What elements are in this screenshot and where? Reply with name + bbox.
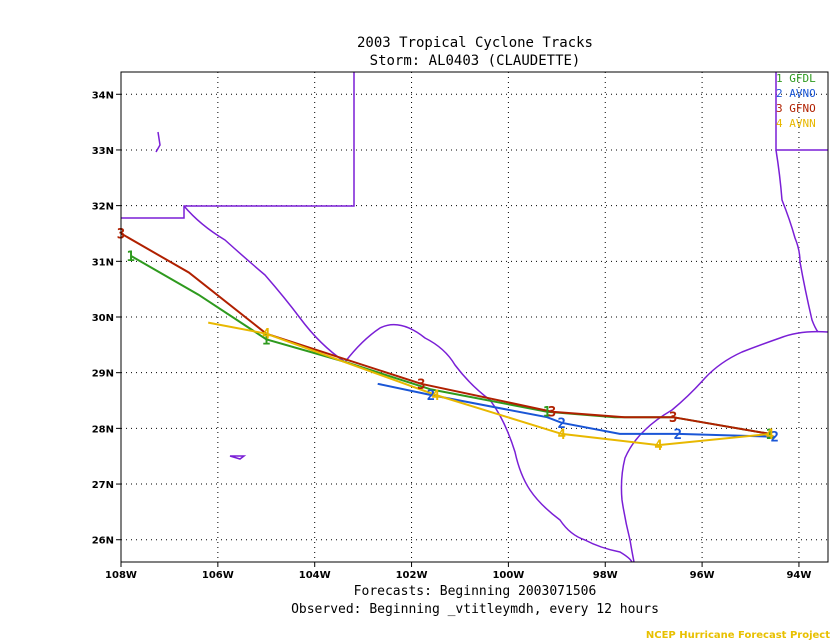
y-tick-label: 33N	[92, 146, 114, 157]
footer-forecasts: Forecasts: Beginning 2003071506	[354, 584, 597, 599]
grid	[120, 72, 828, 562]
map-boundaries	[121, 72, 828, 562]
boundary-island-1	[155, 131, 161, 153]
credit-text: NCEP Hurricane Forecast Project	[646, 630, 830, 641]
track-avnn	[208, 321, 771, 447]
boundary-gulf-coast	[620, 330, 828, 562]
x-tick-label: 108W	[105, 570, 137, 581]
forecast-tracks	[121, 232, 775, 447]
marker-avnn: 4	[766, 427, 774, 443]
marker-gfno: 3	[417, 377, 425, 393]
marker-gfdl: 1	[766, 427, 774, 443]
boundary-sabine-river	[775, 149, 819, 333]
legend-item-avno: 2 AVNO	[776, 87, 816, 100]
x-axis-ticks: 108W 106W 104W 102W 100W 98W 96W 94W	[105, 562, 811, 581]
legend-item-avnn: 4 AVNN	[776, 117, 816, 130]
marker-gfdl: 1	[262, 332, 270, 348]
legend: 1 GFDL 2 AVNO 3 GFNO 4 AVNN	[776, 72, 816, 130]
x-tick-label: 100W	[492, 570, 524, 581]
x-tick-label: 98W	[593, 570, 618, 581]
y-tick-label: 28N	[92, 424, 114, 435]
track-gfno	[121, 232, 771, 435]
y-tick-label: 29N	[92, 369, 114, 380]
track-gfdl	[130, 254, 771, 435]
y-tick-label: 30N	[92, 313, 114, 324]
marker-avnn: 4	[557, 427, 565, 443]
footer-observed: Observed: Beginning _vtitleymdh, every 1…	[291, 602, 659, 617]
marker-gfdl: 1	[126, 249, 134, 265]
legend-item-gfno: 3 GFNO	[776, 102, 816, 115]
chart-title: 2003 Tropical Cyclone Tracks	[357, 35, 593, 51]
x-tick-label: 96W	[690, 570, 715, 581]
track-avno	[377, 382, 775, 438]
x-tick-label: 94W	[786, 570, 811, 581]
marker-avno: 2	[771, 430, 779, 446]
chart-subtitle: Storm: AL0403 (CLAUDETTE)	[370, 53, 581, 69]
x-tick-label: 102W	[396, 570, 428, 581]
y-tick-label: 26N	[92, 536, 114, 547]
x-tick-label: 106W	[202, 570, 234, 581]
y-tick-label: 32N	[92, 202, 114, 213]
y-tick-label: 27N	[92, 480, 114, 491]
marker-avno: 2	[427, 388, 435, 404]
y-tick-label: 31N	[92, 257, 114, 268]
y-tick-label: 34N	[92, 90, 114, 101]
marker-avno: 2	[557, 416, 565, 432]
marker-gfno: 3	[669, 410, 677, 426]
marker-avnn: 4	[262, 327, 270, 343]
boundary-island-2	[229, 455, 247, 460]
marker-gfdl: 1	[543, 405, 551, 421]
marker-gfno: 3	[548, 405, 556, 421]
y-axis-ticks: 26N 27N 28N 29N 30N 31N 32N 33N 34N	[92, 90, 121, 547]
legend-item-gfdl: 1 GFDL	[776, 72, 816, 85]
marker-avnn: 4	[432, 388, 440, 404]
marker-avnn: 4	[654, 438, 662, 454]
marker-avno: 2	[674, 427, 682, 443]
x-tick-label: 104W	[299, 570, 331, 581]
boundary-mexico-border	[183, 205, 633, 562]
boundary-nm-tx-border	[121, 72, 355, 219]
